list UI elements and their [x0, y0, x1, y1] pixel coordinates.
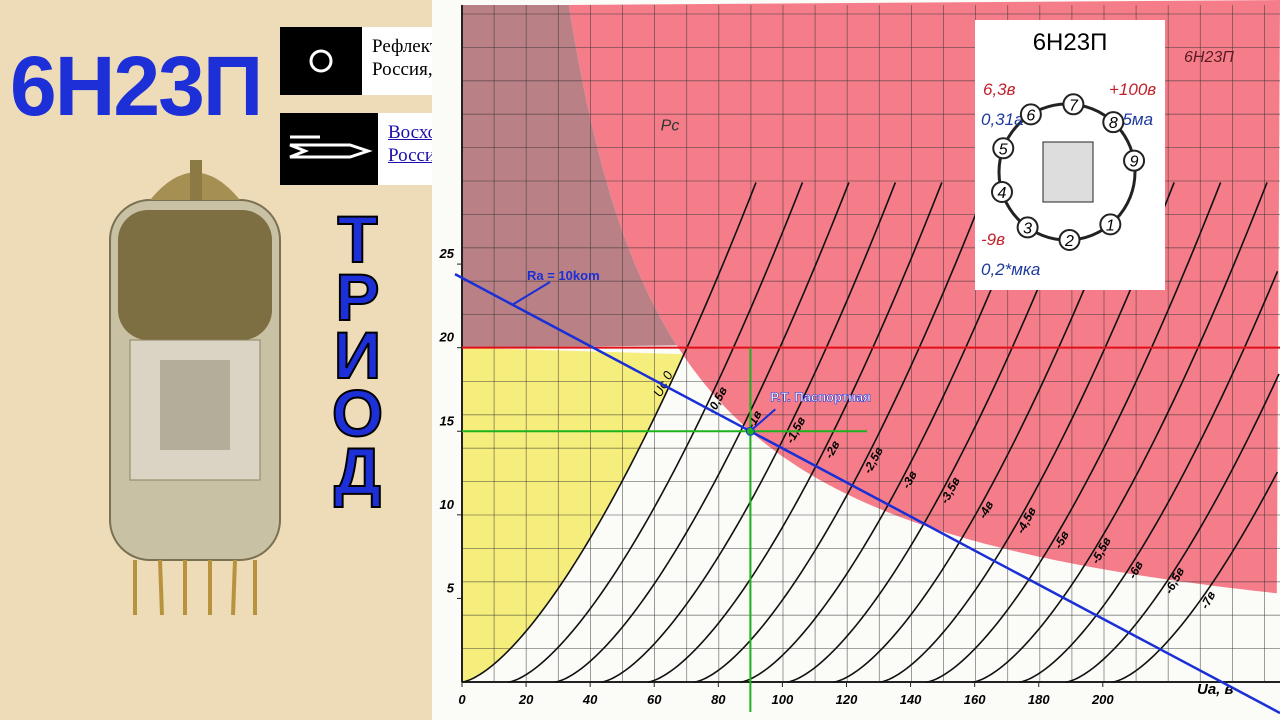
pin-note: +100в — [1109, 80, 1156, 99]
x-tick-label: 40 — [582, 692, 598, 707]
op-label: Р.Т. Паспортная — [770, 389, 870, 404]
pin-note: -9в — [981, 230, 1005, 249]
plate-curve — [972, 182, 1268, 683]
pin-number: 8 — [1109, 115, 1118, 132]
pin-number: 5 — [999, 141, 1008, 158]
x-tick-label: 20 — [518, 692, 534, 707]
pin-number: 3 — [1023, 220, 1032, 237]
pin-number: 7 — [1069, 97, 1079, 114]
pin — [1123, 149, 1146, 172]
pin — [991, 180, 1014, 203]
plate-curve — [601, 182, 897, 683]
pin-number: 9 — [1130, 154, 1139, 171]
x-tick-label: 180 — [1028, 692, 1050, 707]
x-tick-label: 160 — [964, 692, 986, 707]
plate-curve — [508, 182, 804, 683]
x-axis-label: Ua, в — [1197, 681, 1234, 698]
tube-photo — [109, 160, 281, 616]
pin — [1058, 228, 1081, 251]
plate-curve — [833, 182, 1129, 683]
x-tick-label: 120 — [836, 692, 858, 707]
kind-letter: О — [331, 376, 384, 450]
y-tick-label: 15 — [440, 413, 455, 428]
pc-region-limited — [462, 5, 677, 348]
plate-curve — [647, 182, 943, 683]
plate-curve — [554, 182, 850, 683]
kind-letter: Д — [333, 434, 382, 508]
plate-curve — [926, 182, 1222, 683]
plate-curve — [694, 182, 990, 683]
pinout: 6Н23П 6,3в 0,31а +100в 15ма -9в 0,2*мка … — [975, 20, 1165, 290]
x-tick-label: 140 — [900, 692, 922, 707]
y-tick-label: 10 — [440, 497, 455, 512]
pin — [1099, 213, 1122, 236]
corner-title: 6Н23П — [1184, 49, 1234, 66]
pin-number: 4 — [998, 185, 1007, 202]
plate-curve — [1019, 271, 1279, 683]
plate-curve — [879, 182, 1175, 683]
kind-letter: Т — [336, 202, 378, 276]
pin-note: 0,31а — [981, 110, 1024, 129]
x-tick-label: 60 — [647, 692, 662, 707]
y-tick-label: 5 — [447, 580, 455, 595]
plate-curve — [787, 182, 1082, 683]
pin-note: 6,3в — [983, 80, 1016, 99]
plate-curve — [1112, 471, 1279, 683]
x-tick-label: 200 — [1091, 692, 1114, 707]
x-tick-label: 80 — [711, 692, 726, 707]
load-label-leader — [511, 281, 551, 306]
pin — [1102, 111, 1125, 134]
pc-label: Pc — [661, 117, 680, 134]
pin-number: 6 — [1026, 107, 1035, 124]
maker-link[interactable]: Восход — [388, 122, 447, 143]
reflektor-logo — [280, 27, 362, 95]
pin-number: 2 — [1064, 233, 1074, 250]
tube-title: 6Н23П — [10, 39, 263, 133]
pin-number: 1 — [1106, 217, 1115, 234]
x-tick-label: 0 — [458, 692, 466, 707]
y-tick-label: 20 — [439, 330, 455, 345]
pin — [1062, 93, 1085, 116]
x-tick-label: 100 — [772, 692, 794, 707]
operating-point — [745, 426, 755, 436]
plate-curve — [1065, 373, 1280, 683]
plate-curve — [461, 182, 757, 683]
pin — [1016, 216, 1039, 239]
load-line-label: Ra = 10kom — [527, 268, 600, 283]
pinout-title: 6Н23П — [1033, 29, 1108, 56]
pin-note: 0,2*мка — [981, 260, 1040, 279]
kind-letter: И — [333, 318, 382, 392]
pin — [1019, 103, 1042, 126]
op-leader — [751, 408, 777, 431]
kind-letter: Р — [334, 260, 380, 334]
y-tick-label: 25 — [439, 246, 455, 261]
voshod-logo — [280, 113, 378, 185]
pin — [992, 137, 1015, 160]
load-line — [454, 273, 1280, 715]
